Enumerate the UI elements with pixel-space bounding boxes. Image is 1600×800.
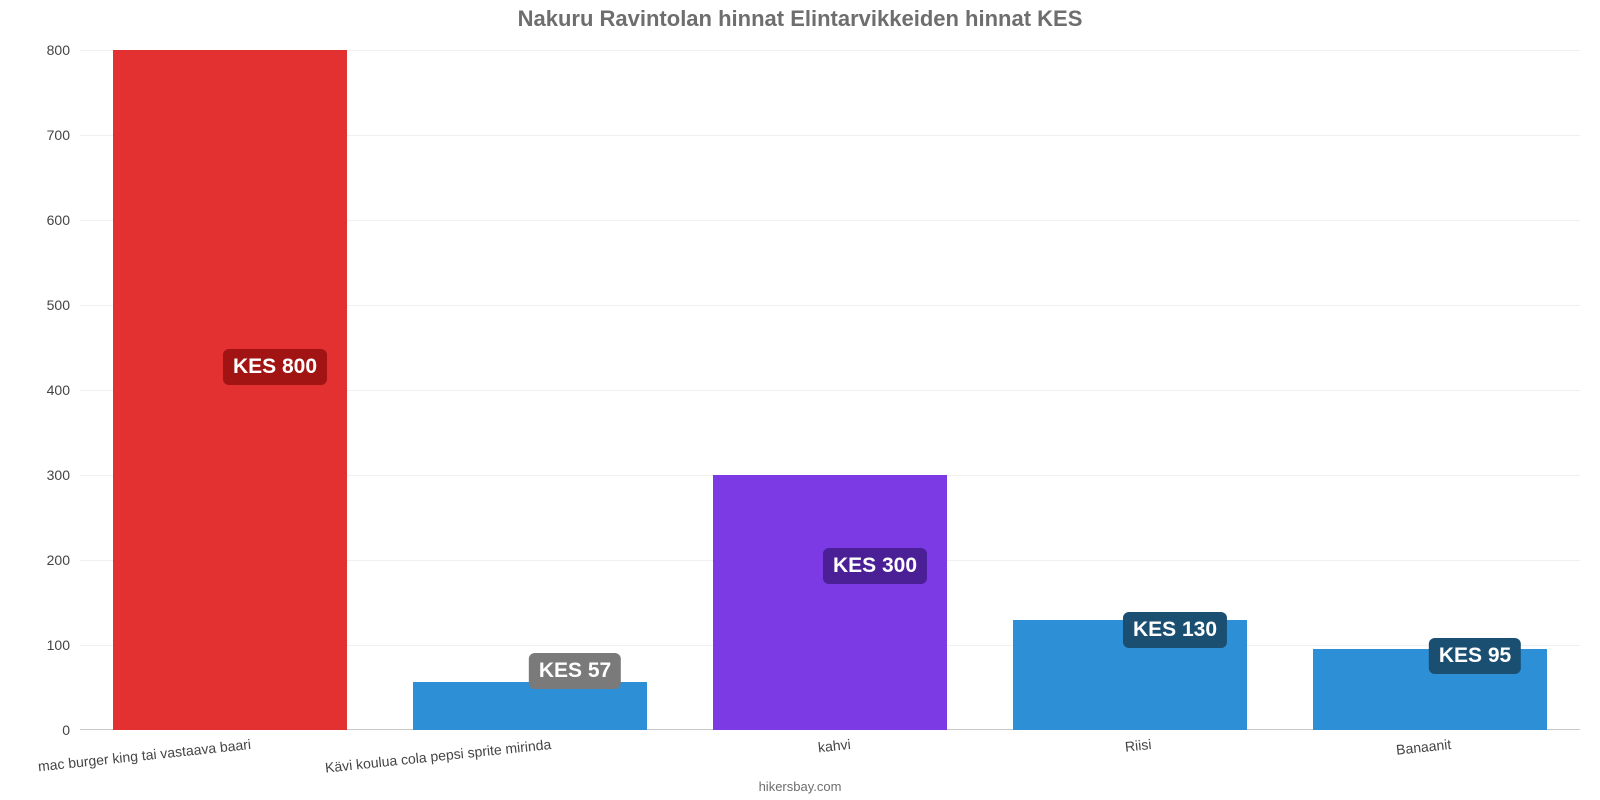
bar-slot: KES 95Banaanit (1280, 50, 1580, 730)
chart-credit: hikersbay.com (0, 779, 1600, 794)
price-bar-chart: Nakuru Ravintolan hinnat Elintarvikkeide… (0, 0, 1600, 800)
bar (713, 475, 947, 730)
bar-slot: KES 300kahvi (680, 50, 980, 730)
bar-slot: KES 57Kävi koulua cola pepsi sprite miri… (380, 50, 680, 730)
y-tick-label: 500 (47, 297, 80, 313)
x-axis-label: Banaanit (1395, 736, 1452, 758)
x-axis-label: mac burger king tai vastaava baari (37, 736, 252, 774)
y-tick-label: 400 (47, 382, 80, 398)
bar (113, 50, 347, 730)
y-tick-label: 700 (47, 127, 80, 143)
value-badge: KES 95 (1429, 638, 1521, 674)
y-tick-label: 800 (47, 42, 80, 58)
y-tick-label: 0 (62, 722, 80, 738)
chart-title: Nakuru Ravintolan hinnat Elintarvikkeide… (0, 6, 1600, 32)
value-badge: KES 800 (223, 349, 327, 385)
value-badge: KES 300 (823, 548, 927, 584)
x-axis-label: Riisi (1124, 736, 1152, 755)
y-tick-label: 300 (47, 467, 80, 483)
bar-slot: KES 800mac burger king tai vastaava baar… (80, 50, 380, 730)
bar (413, 682, 647, 730)
value-badge: KES 130 (1123, 612, 1227, 648)
x-axis-label: kahvi (817, 736, 851, 755)
y-tick-label: 100 (47, 637, 80, 653)
plot-area: 0100200300400500600700800 KES 800mac bur… (80, 50, 1580, 730)
bar-slot: KES 130Riisi (980, 50, 1280, 730)
x-axis-label: Kävi koulua cola pepsi sprite mirinda (324, 736, 552, 776)
value-badge: KES 57 (529, 653, 621, 689)
bars-container: KES 800mac burger king tai vastaava baar… (80, 50, 1580, 730)
y-tick-label: 200 (47, 552, 80, 568)
y-tick-label: 600 (47, 212, 80, 228)
